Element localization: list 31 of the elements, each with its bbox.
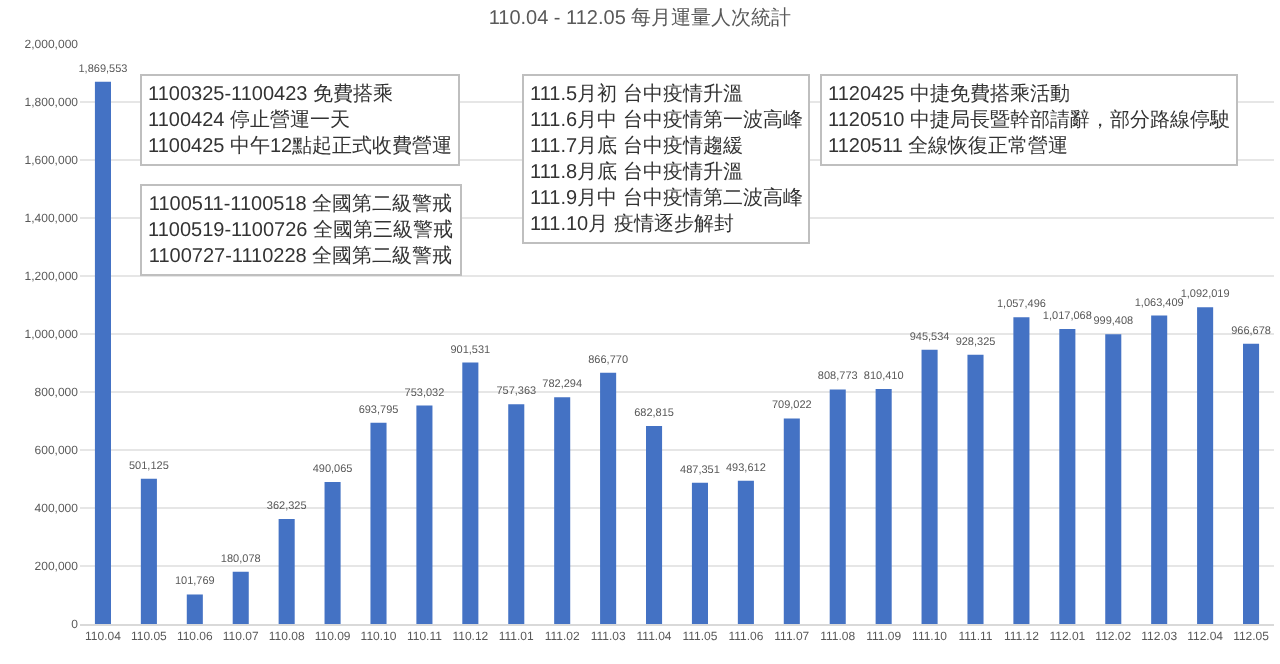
bar	[370, 422, 387, 624]
bar	[462, 362, 479, 624]
bar	[232, 571, 249, 624]
bar	[1243, 343, 1260, 624]
bar	[94, 81, 111, 624]
bar	[554, 397, 571, 624]
annotation: 1100325-1100423 免費搭乘 1100424 停止營運一天 1100425 中午12點起正式收費營運	[148, 82, 453, 158]
annotation: 111.5月初 台中疫情升溫 111.6月中 台中疫情第一波高峰 111.7月底 台中疫情趨緩 111.8月底 台中疫情升溫 111.9月中 台中疫情第二波高峰 111.10月 疫情逐步解封	[530, 82, 803, 236]
bar	[783, 418, 800, 624]
bar	[1105, 334, 1122, 624]
bar	[646, 425, 663, 624]
bar	[278, 518, 295, 624]
bar	[737, 480, 754, 624]
bar	[829, 389, 846, 624]
chart-title: 110.04 - 112.05 每月運量人次統計	[488, 5, 792, 30]
bar	[508, 404, 525, 624]
annotation: 1100511-1100518 全國第二級警戒 1100519-1100726 全國第三級警戒 1100727-1110228 全國第二級警戒	[148, 192, 453, 268]
bar	[1013, 317, 1030, 624]
bar	[921, 349, 938, 624]
bar	[600, 372, 617, 624]
bar	[186, 594, 203, 624]
bar	[1197, 307, 1214, 624]
bar	[967, 354, 984, 624]
bar	[416, 405, 433, 624]
bar	[1059, 329, 1076, 624]
annotation: 1120425 中捷免費搭乘活動 1120510 中捷局長暨幹部請辭，部分路線停駛 1120511 全線恢復正常營運	[828, 82, 1230, 158]
bar	[324, 481, 341, 624]
bar	[140, 478, 157, 624]
bar	[875, 388, 892, 624]
bar	[1151, 315, 1168, 624]
bar	[691, 482, 708, 624]
